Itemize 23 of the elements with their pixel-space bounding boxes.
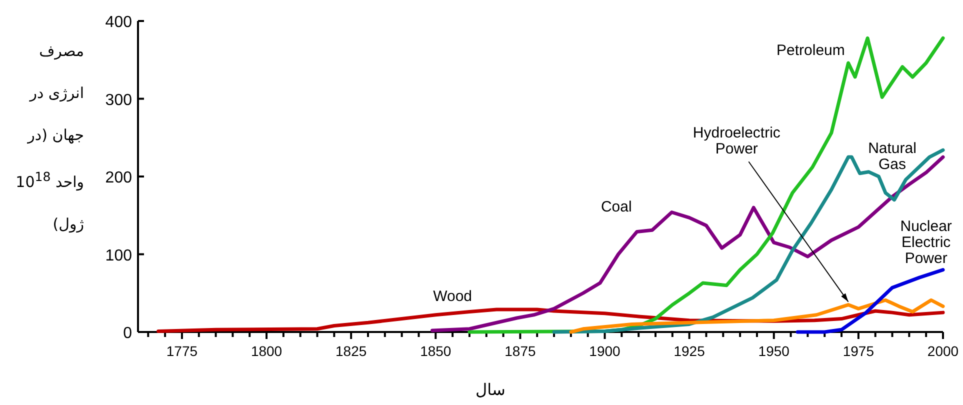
series-label: Nuclear Electric Power [900,218,952,267]
y-tick-label: 100 [105,247,132,264]
x-tick-label: 2000 [927,343,959,359]
x-tick-label: 1925 [674,343,706,359]
x-axis-title: سال [476,380,506,399]
y-tick-label: 200 [105,170,132,186]
x-tick-label: 1950 [758,343,790,359]
series-label: Wood [433,288,472,305]
x-tick-label: 1825 [336,343,367,359]
series-label: Coal [600,198,632,216]
x-tick-label: 1975 [842,343,874,359]
series-label: Natural Gas [868,140,916,174]
y-tick-label: 300 [105,92,132,109]
x-tick-label: 1900 [589,343,621,359]
x-tick-label: 1850 [420,343,452,359]
y-tick-label: 400 [105,14,132,31]
line-series [796,268,945,334]
x-tick-label: 1775 [166,343,198,359]
y-tick-label: 0 [123,325,132,342]
series-label: Petroleum [776,42,845,60]
x-tick-label: 1875 [504,343,536,359]
line-series [569,298,945,334]
x-tick-label: 1800 [250,343,282,359]
